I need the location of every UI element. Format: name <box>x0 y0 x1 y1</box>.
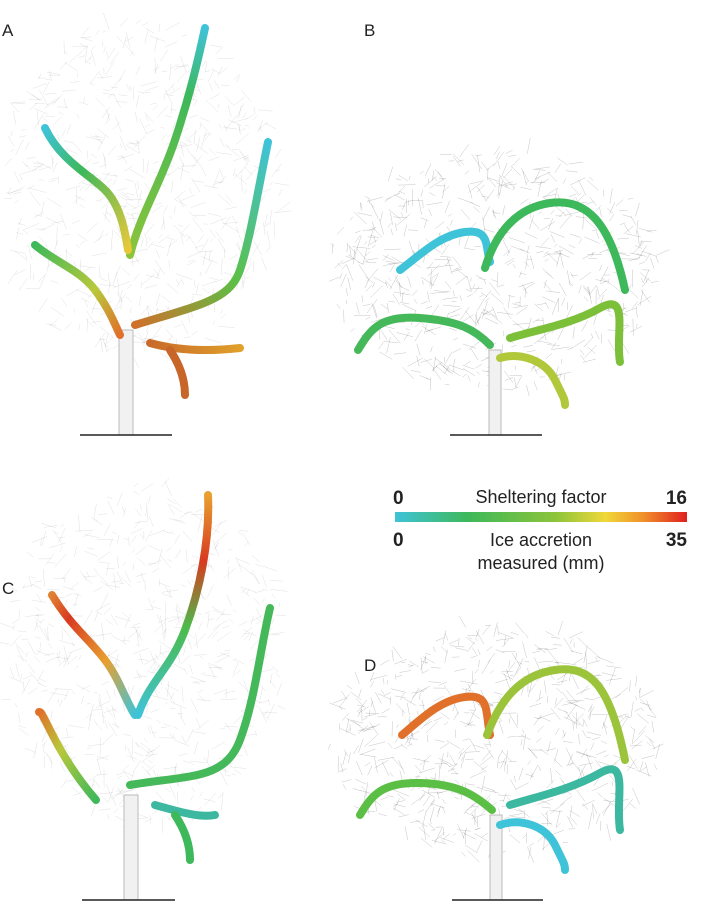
panel-label: A <box>2 21 14 40</box>
branches <box>354 198 629 409</box>
branches <box>356 665 629 874</box>
colorbar-min: 0 <box>393 488 404 509</box>
panel-label: B <box>364 21 375 40</box>
branches <box>35 491 274 864</box>
colorbar-min: 0 <box>393 530 404 551</box>
point-cloud <box>0 12 670 863</box>
trunk <box>118 329 134 436</box>
crown-points <box>4 12 292 369</box>
panel-label: D <box>364 656 376 675</box>
colorbar <box>395 512 687 522</box>
colorbar-max: 16 <box>666 488 687 509</box>
trunk <box>123 794 139 901</box>
colorbar-title: measured (mm) <box>477 553 604 573</box>
colorbar-title: Ice accretion <box>490 530 592 550</box>
panel-label: C <box>2 579 14 598</box>
trunk <box>488 349 502 436</box>
colorbar-max: 35 <box>666 530 688 551</box>
branches <box>31 24 272 399</box>
colorbar-title: Sheltering factor <box>475 487 606 507</box>
